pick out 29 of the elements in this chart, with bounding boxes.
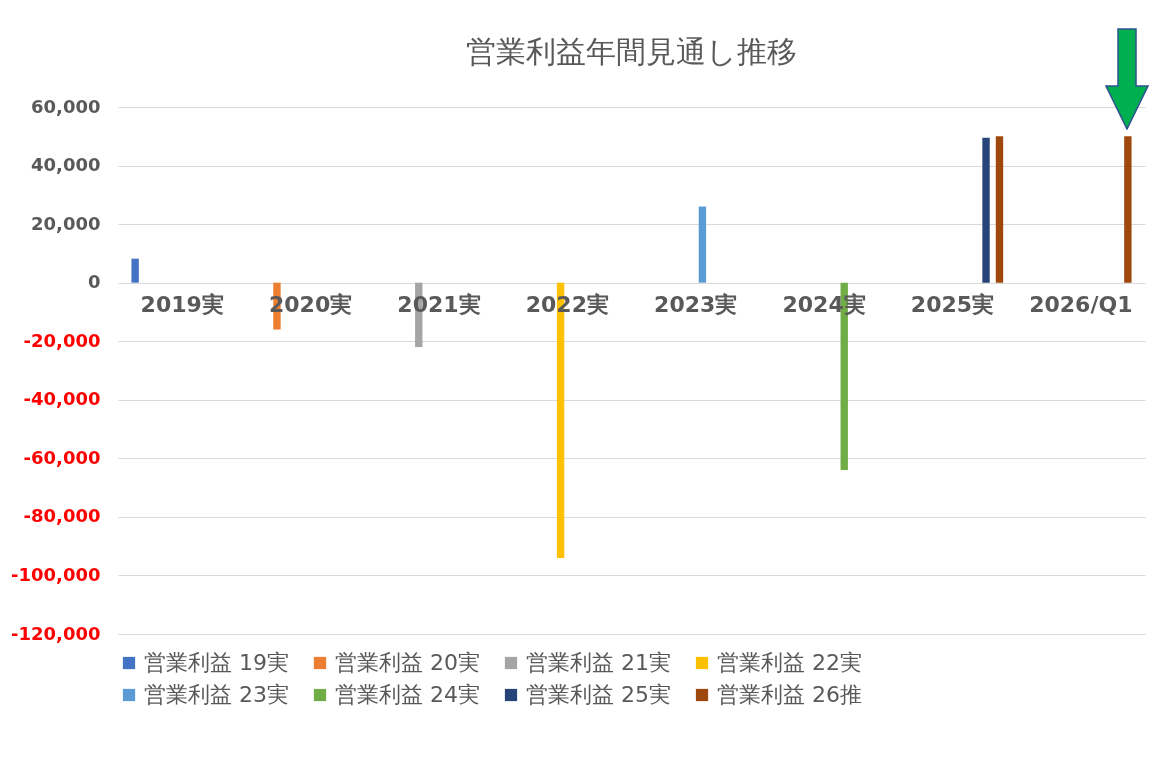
y-tick-label: -40,000 [23, 388, 101, 410]
y-tick-label: 20,000 [31, 212, 101, 234]
y-tick-label: -120,000 [11, 622, 101, 644]
bar [1124, 136, 1132, 283]
legend-label: 営業利益 23実 [144, 682, 289, 707]
legend-label: 営業利益 22実 [717, 650, 862, 675]
y-tick-label: -60,000 [23, 446, 101, 468]
legend-label: 営業利益 20実 [335, 650, 480, 675]
bar [995, 136, 1004, 283]
bar [131, 258, 139, 283]
x-tick-label: 2023実 [654, 292, 738, 318]
legend-label: 営業利益 19実 [144, 650, 289, 675]
x-tick-label: 2021実 [397, 292, 481, 318]
legend-label: 営業利益 26推 [717, 682, 862, 707]
y-tick-label: 60,000 [31, 95, 101, 117]
x-tick-label: 2025実 [910, 292, 995, 318]
bar [698, 206, 707, 283]
legend-label: 営業利益 25実 [526, 682, 671, 707]
legend-label: 営業利益 24実 [335, 682, 480, 707]
y-tick-label: -80,000 [23, 505, 101, 527]
bar [982, 137, 990, 283]
chart-title: 営業利益年間見通し推移 [466, 34, 797, 69]
x-tick-label: 2019実 [140, 292, 224, 318]
y-tick-label: -20,000 [23, 329, 101, 351]
legend-label: 営業利益 21実 [526, 650, 671, 675]
y-tick-label: 0 [87, 271, 101, 293]
y-tick-label: 40,000 [31, 154, 101, 176]
x-tick-label: 2026/Q1 [1029, 292, 1133, 318]
y-tick-label: -100,000 [11, 563, 101, 585]
